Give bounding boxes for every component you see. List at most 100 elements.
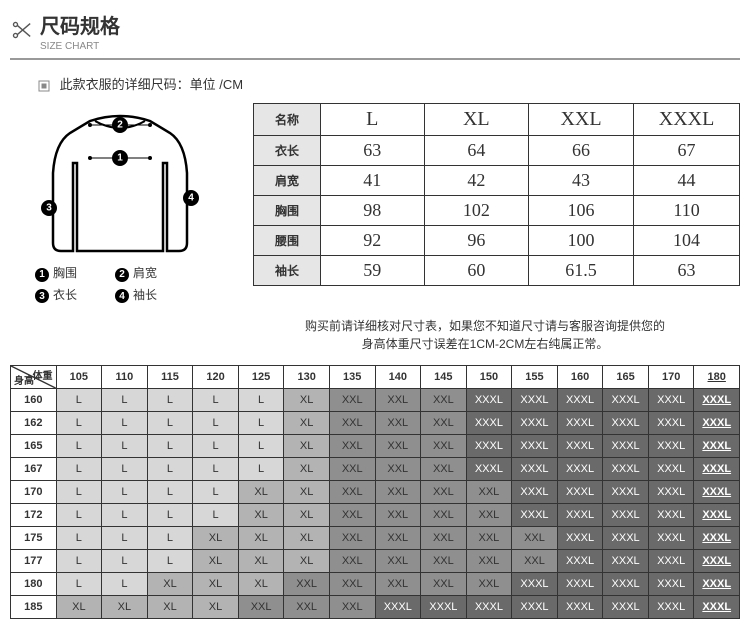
hw-cell: XL (284, 412, 330, 435)
size-cell: 110 (634, 196, 740, 226)
hw-cell: XL (238, 527, 284, 550)
size-col-header: XXL (528, 104, 633, 136)
hw-cell: XXL (329, 412, 375, 435)
hw-cell: XXL (375, 504, 421, 527)
hw-cell: XXL (375, 550, 421, 573)
hw-weight-header: 125 (238, 366, 284, 389)
hw-cell: XXL (421, 458, 467, 481)
hw-cell: XXXL (648, 458, 694, 481)
size-row-header: 袖长 (254, 256, 321, 286)
hw-cell: L (102, 435, 148, 458)
hw-cell: L (147, 458, 193, 481)
hw-cell: XXL (375, 389, 421, 412)
size-cell: 67 (634, 136, 740, 166)
legend-item: 2肩宽 (115, 264, 195, 282)
hw-cell: XXXL (466, 596, 512, 619)
hw-cell: XXXL (648, 527, 694, 550)
hw-cell: XXL (329, 596, 375, 619)
hw-cell: XXL (375, 458, 421, 481)
hw-cell: XXXL (512, 412, 558, 435)
hw-cell: L (56, 435, 102, 458)
hw-weight-header: 155 (512, 366, 558, 389)
hw-height-header: 160 (11, 389, 57, 412)
hw-cell: XXL (284, 573, 330, 596)
hw-weight-header: 105 (56, 366, 102, 389)
hw-cell: XL (147, 573, 193, 596)
size-cell: 63 (320, 136, 424, 166)
hw-weight-header: 120 (193, 366, 239, 389)
hw-cell: XXL (375, 527, 421, 550)
size-col-header: XXXL (634, 104, 740, 136)
shirt-diagram: 1 2 3 4 (35, 103, 205, 258)
hw-weight-header: 180 (694, 366, 740, 389)
hw-cell: XXXL (466, 412, 512, 435)
hw-cell: L (56, 527, 102, 550)
hw-cell: XXXL (512, 596, 558, 619)
hw-cell: XXL (421, 573, 467, 596)
svg-text:2: 2 (117, 120, 123, 131)
hw-cell: XXL (466, 504, 512, 527)
hw-cell: XXXL (694, 596, 740, 619)
size-cell: 41 (320, 166, 424, 196)
hw-weight-header: 135 (329, 366, 375, 389)
hw-cell: L (56, 504, 102, 527)
hw-cell: XXL (284, 596, 330, 619)
hw-cell: XL (238, 481, 284, 504)
hw-weight-header: 165 (603, 366, 649, 389)
hw-cell: XXXL (466, 435, 512, 458)
hw-cell: XXXL (557, 435, 603, 458)
hw-cell: XXL (421, 412, 467, 435)
hw-corner: 体重身高 (11, 366, 57, 389)
hw-cell: XXXL (512, 504, 558, 527)
hw-height-header: 162 (11, 412, 57, 435)
hw-cell: XXXL (557, 412, 603, 435)
hw-height-header: 172 (11, 504, 57, 527)
size-table: 名称LXLXXLXXXL衣长63646667肩宽41424344胸围981021… (253, 103, 740, 286)
diagram-legend: 1胸围2肩宽3衣长4袖长 (35, 264, 253, 303)
hw-cell: XXL (329, 435, 375, 458)
hw-cell: XL (193, 550, 239, 573)
hw-cell: XXXL (557, 550, 603, 573)
size-cell: 102 (424, 196, 528, 226)
size-cell: 106 (528, 196, 633, 226)
caption-text: 此款衣服的详细尺码：单位 /CM (60, 77, 243, 92)
note: 购买前请详细核对尺寸表，如果您不知道尺寸请与客服咨询提供您的 身高体重尺寸误差在… (270, 317, 700, 353)
hw-cell: XXL (466, 481, 512, 504)
size-col-header: L (320, 104, 424, 136)
hw-cell: XXXL (603, 389, 649, 412)
hw-cell: XXL (512, 550, 558, 573)
hw-weight-header: 150 (466, 366, 512, 389)
hw-weight-header: 130 (284, 366, 330, 389)
hw-cell: XL (238, 573, 284, 596)
hw-cell: XL (284, 435, 330, 458)
hw-cell: XXXL (557, 527, 603, 550)
hw-cell: XXXL (648, 435, 694, 458)
height-weight-table: 体重身高105110115120125130135140145150155160… (10, 365, 740, 619)
hw-cell: XXL (421, 389, 467, 412)
hw-cell: XXL (329, 527, 375, 550)
hw-cell: L (238, 412, 284, 435)
hw-weight-header: 140 (375, 366, 421, 389)
hw-cell: L (193, 504, 239, 527)
legend-item: 3衣长 (35, 286, 115, 304)
hw-cell: XL (193, 573, 239, 596)
hw-cell: XXXL (466, 458, 512, 481)
hw-cell: L (102, 458, 148, 481)
hw-cell: XXXL (603, 435, 649, 458)
hw-cell: XL (238, 550, 284, 573)
hw-cell: L (56, 412, 102, 435)
hw-cell: XXL (329, 458, 375, 481)
hw-cell: XXXL (694, 458, 740, 481)
size-cell: 43 (528, 166, 633, 196)
hw-cell: XL (284, 504, 330, 527)
size-cell: 42 (424, 166, 528, 196)
hw-cell: L (56, 550, 102, 573)
hw-cell: XXXL (603, 412, 649, 435)
hw-cell: XXXL (512, 573, 558, 596)
hw-cell: XXXL (694, 527, 740, 550)
hw-cell: L (102, 527, 148, 550)
hw-cell: XXXL (694, 389, 740, 412)
hw-cell: L (193, 389, 239, 412)
page-header: 尺码规格 SIZE CHART (10, 10, 740, 60)
hw-cell: XXXL (557, 458, 603, 481)
